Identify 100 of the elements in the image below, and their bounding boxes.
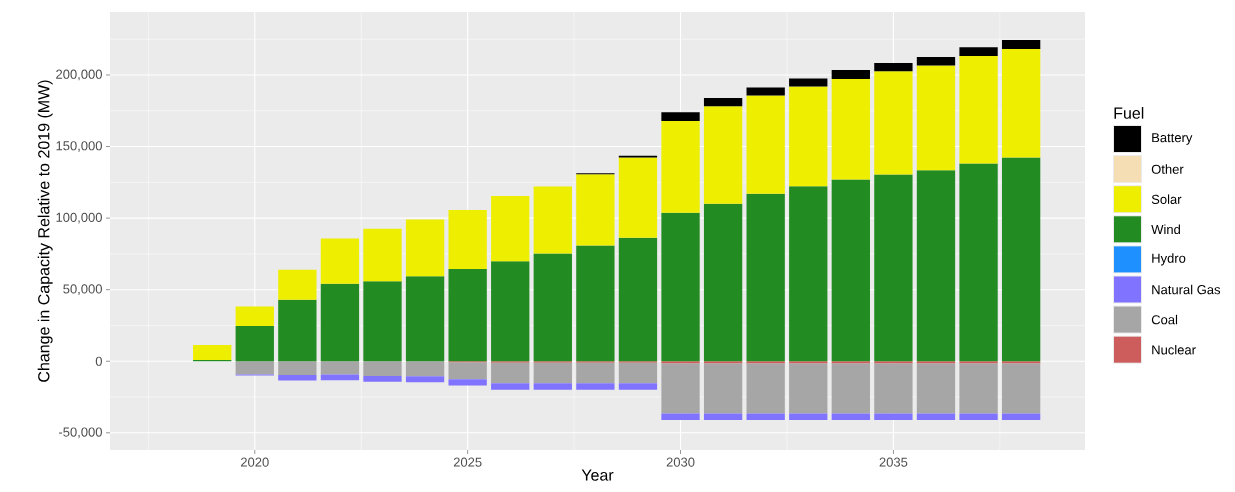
bar — [789, 363, 828, 414]
bar — [235, 361, 274, 375]
bar — [703, 98, 743, 107]
bar — [235, 306, 274, 326]
bar — [363, 361, 402, 376]
bar — [916, 56, 956, 66]
bar — [661, 413, 700, 421]
bar — [831, 363, 870, 414]
bar — [959, 413, 998, 421]
x-tick-label: 2035 — [879, 457, 908, 467]
bar — [874, 363, 913, 414]
y-tick-label: -50,000 — [58, 427, 102, 439]
bar — [959, 47, 998, 56]
bar — [1001, 39, 1041, 49]
y-tick-label: 100,000 — [56, 212, 102, 224]
bar — [831, 413, 870, 421]
bar — [916, 363, 956, 414]
x-axis-title: Year — [581, 469, 614, 481]
bar — [746, 361, 785, 364]
bar — [661, 112, 700, 122]
bar — [661, 361, 700, 364]
bar — [533, 186, 572, 254]
bar — [1001, 157, 1041, 362]
bar — [874, 62, 913, 72]
bar — [363, 375, 402, 382]
bar — [746, 87, 785, 96]
bar — [1001, 413, 1041, 421]
bar — [746, 193, 785, 362]
legend-label: Natural Gas — [1152, 284, 1221, 295]
bar — [789, 86, 828, 187]
bar — [533, 253, 572, 362]
bar — [533, 383, 572, 390]
bar — [746, 363, 785, 414]
bar — [576, 174, 615, 246]
bar — [1001, 363, 1041, 414]
bar — [576, 245, 615, 362]
bar — [405, 361, 445, 377]
bar — [278, 269, 317, 300]
bar — [448, 362, 487, 380]
bar — [959, 361, 998, 364]
bar — [746, 95, 785, 194]
bar — [278, 361, 317, 375]
y-axis-title: Change in Capacity Relative to 2019 (MW) — [37, 80, 53, 382]
bar — [703, 361, 743, 364]
bar — [448, 268, 487, 362]
bar — [874, 174, 913, 362]
bar — [405, 276, 445, 362]
bar — [320, 361, 360, 375]
bar — [916, 170, 956, 362]
bar — [320, 238, 360, 284]
legend-label: Wind — [1151, 224, 1180, 235]
bar — [576, 383, 615, 390]
bar — [491, 383, 530, 390]
bar — [959, 163, 998, 362]
bar — [789, 361, 828, 364]
bar — [831, 69, 870, 79]
x-tick-label: 2020 — [240, 457, 269, 467]
bar — [661, 212, 700, 362]
bar — [278, 299, 317, 362]
bar — [618, 383, 658, 390]
bar — [746, 413, 785, 421]
bar — [448, 379, 487, 386]
bar — [831, 361, 870, 364]
legend-title: Fuel — [1114, 107, 1144, 119]
bar — [1001, 361, 1041, 364]
bar — [661, 121, 700, 213]
bar — [789, 78, 828, 87]
bar — [491, 195, 530, 262]
bar — [533, 362, 572, 384]
bar — [831, 78, 870, 180]
x-tick-label: 2030 — [666, 457, 695, 467]
legend-label: Solar — [1151, 194, 1182, 204]
bar — [193, 344, 232, 361]
bar — [618, 362, 658, 384]
bar — [916, 65, 956, 171]
bar — [491, 362, 530, 384]
y-tick-label: 200,000 — [56, 69, 102, 81]
bar — [1001, 48, 1041, 158]
bar — [916, 413, 956, 421]
bar — [363, 281, 402, 362]
bar — [491, 261, 530, 362]
bar — [278, 374, 317, 381]
bar — [703, 106, 743, 204]
bar — [703, 203, 743, 362]
y-tick-label: 0 — [95, 356, 102, 366]
bar — [405, 219, 445, 277]
legend-label: Coal — [1151, 314, 1178, 325]
bar — [831, 179, 870, 362]
bar — [618, 157, 658, 238]
bar — [405, 376, 445, 383]
bar — [789, 186, 828, 362]
legend-label: Hydro — [1152, 253, 1186, 266]
bar — [618, 237, 658, 362]
x-tick-label: 2025 — [453, 457, 482, 467]
bar — [703, 363, 743, 414]
bar — [235, 325, 274, 362]
bar — [320, 283, 360, 362]
bar — [576, 362, 615, 384]
bar — [703, 413, 743, 421]
bar — [916, 361, 956, 364]
